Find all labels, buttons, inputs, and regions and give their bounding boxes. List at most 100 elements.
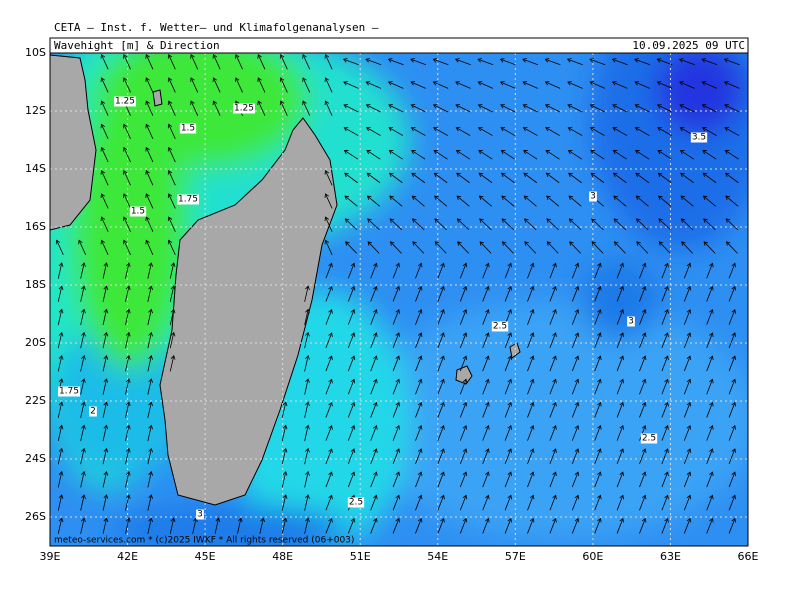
arrow xyxy=(683,262,692,279)
arrow-head xyxy=(387,81,393,86)
arrow-head xyxy=(81,331,86,337)
arrow-shaft xyxy=(616,263,624,279)
arrow-shaft xyxy=(683,355,691,372)
arrow-head xyxy=(574,448,580,453)
arrow xyxy=(724,104,740,113)
arrow-shaft xyxy=(392,425,400,441)
arrow-head xyxy=(328,285,333,291)
arrow xyxy=(434,241,447,254)
arrow-shaft xyxy=(147,494,152,511)
arrow-shaft xyxy=(389,150,403,160)
arrow-shaft xyxy=(527,309,534,325)
arrow-shaft xyxy=(213,54,221,70)
arrow-shaft xyxy=(147,402,152,418)
arrow xyxy=(388,172,403,184)
arrow xyxy=(437,471,445,488)
arrow xyxy=(325,471,333,488)
arrow-head xyxy=(552,471,557,477)
arrow-shaft xyxy=(147,286,152,302)
arrow xyxy=(437,517,445,534)
arrow-shaft xyxy=(616,471,624,488)
arrow xyxy=(567,81,583,89)
arrow xyxy=(658,218,671,231)
arrow xyxy=(123,239,131,256)
arrow-shaft xyxy=(568,172,582,184)
arrow-shaft xyxy=(325,170,333,186)
arrow-head xyxy=(305,401,310,407)
arrow-shaft xyxy=(661,379,669,395)
arrow xyxy=(324,239,333,256)
arrow-shaft xyxy=(415,448,422,465)
arrow-head xyxy=(434,195,439,200)
arrow-head xyxy=(731,401,736,407)
arrow xyxy=(724,127,740,136)
arrow xyxy=(304,308,310,326)
arrow-shaft xyxy=(567,58,583,66)
arrow xyxy=(169,517,176,534)
arrow-shaft xyxy=(616,425,624,441)
arrow xyxy=(571,332,580,349)
arrow xyxy=(701,81,718,89)
arrow-head xyxy=(148,262,153,267)
arrow-head xyxy=(507,471,512,477)
arrow xyxy=(102,262,109,279)
arrow-shaft xyxy=(567,81,583,89)
arrow xyxy=(57,262,64,279)
arrow-shaft xyxy=(728,263,736,279)
lon-label: 63E xyxy=(660,550,681,563)
arrow-head xyxy=(731,448,736,453)
arrow-shaft xyxy=(415,402,422,418)
arrow xyxy=(728,355,736,372)
arrow-shaft xyxy=(325,402,333,418)
arrow-head xyxy=(58,308,64,314)
arrow-shaft xyxy=(478,150,493,160)
arrow xyxy=(724,172,739,184)
arrow-shaft xyxy=(304,402,309,418)
arrow-head xyxy=(679,81,684,86)
arrow xyxy=(388,127,404,136)
arrow-shaft xyxy=(101,216,109,232)
arrow xyxy=(57,471,64,488)
arrow-shaft xyxy=(434,172,448,184)
arrow-shaft xyxy=(434,195,448,207)
arrow-head xyxy=(529,332,535,337)
arrow xyxy=(591,218,604,231)
arrow-shaft xyxy=(192,518,197,534)
arrow-head xyxy=(148,401,153,407)
arrow xyxy=(459,494,468,511)
arrow-shaft xyxy=(147,471,152,488)
arrow-shaft xyxy=(125,494,130,511)
arrow-shaft xyxy=(392,402,400,418)
arrow-shaft xyxy=(501,172,515,184)
label-bg xyxy=(129,206,147,217)
arrow-shaft xyxy=(392,355,400,372)
arrow-head xyxy=(125,471,131,476)
arrow xyxy=(459,517,468,534)
arrow-head xyxy=(350,355,356,361)
arrow-head xyxy=(686,494,692,500)
arrow xyxy=(661,285,669,302)
arrow-shaft xyxy=(392,309,400,325)
arrow-shaft xyxy=(706,263,713,279)
arrow xyxy=(367,218,380,231)
arrow xyxy=(702,172,717,184)
arrow xyxy=(661,471,669,488)
arrow-head xyxy=(145,193,150,198)
arrow-shaft xyxy=(549,309,557,325)
arrow xyxy=(437,309,445,325)
arrow-shaft xyxy=(145,193,154,209)
arrow xyxy=(125,285,131,302)
arrow-head xyxy=(591,241,597,246)
arrow-shaft xyxy=(501,218,515,231)
arrow-shaft xyxy=(658,172,672,184)
arrow-shaft xyxy=(594,309,601,325)
arrow-head xyxy=(658,241,664,246)
arrow-head xyxy=(678,58,684,63)
arrow-shaft xyxy=(479,241,492,254)
arrow-shaft xyxy=(527,355,534,372)
arrow-shaft xyxy=(125,378,130,395)
arrow xyxy=(80,424,86,442)
arrow-shaft xyxy=(549,425,557,441)
arrow-shaft xyxy=(482,286,489,302)
arrow-head xyxy=(686,309,692,314)
